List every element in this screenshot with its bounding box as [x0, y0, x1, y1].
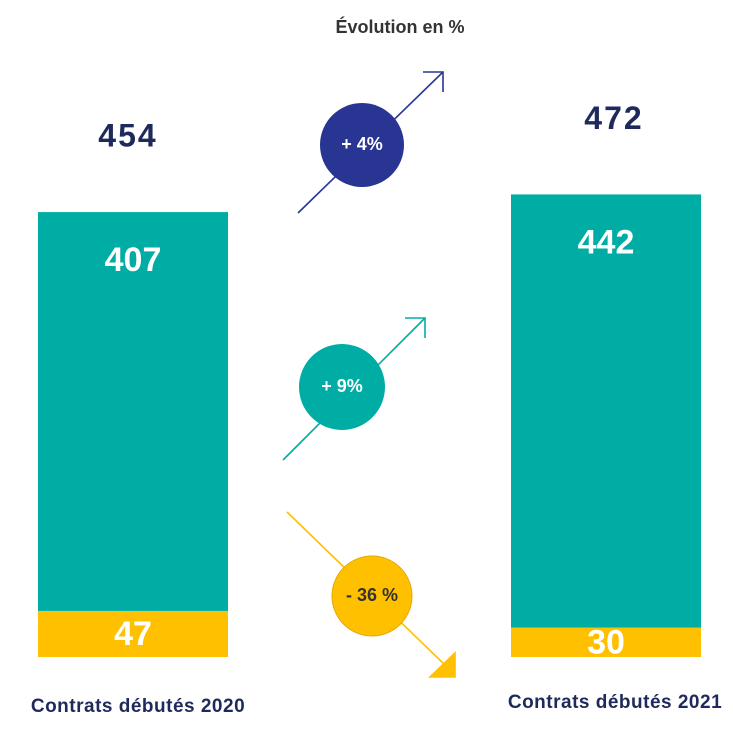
- total-label: 454: [98, 118, 157, 154]
- evolution-label: + 9%: [321, 376, 363, 396]
- evolution-title: Évolution en %: [335, 16, 464, 37]
- total-label: 472: [584, 100, 643, 136]
- evolution-circle: [320, 103, 404, 187]
- evolution-circle: [331, 555, 413, 637]
- category-label: Contrats débutés 2021: [507, 692, 723, 713]
- segment-label: 407: [105, 241, 162, 279]
- arrow-head: [428, 651, 456, 678]
- bar-segment: [38, 610, 228, 657]
- segment-label: 30: [587, 623, 625, 661]
- bar-segment: [38, 212, 228, 611]
- bar-segment: [511, 627, 701, 657]
- evolution-label: - 36 %: [346, 585, 398, 605]
- evolution-circle: [299, 344, 385, 430]
- segment-label: 47: [114, 615, 152, 653]
- category-label: Contrats débutés 2020: [30, 696, 246, 717]
- arrow-head: [423, 71, 444, 92]
- arrow-head: [405, 317, 426, 338]
- segment-label: 442: [578, 223, 635, 261]
- bar-segment: [511, 194, 701, 628]
- evolution-label: + 4%: [341, 134, 383, 154]
